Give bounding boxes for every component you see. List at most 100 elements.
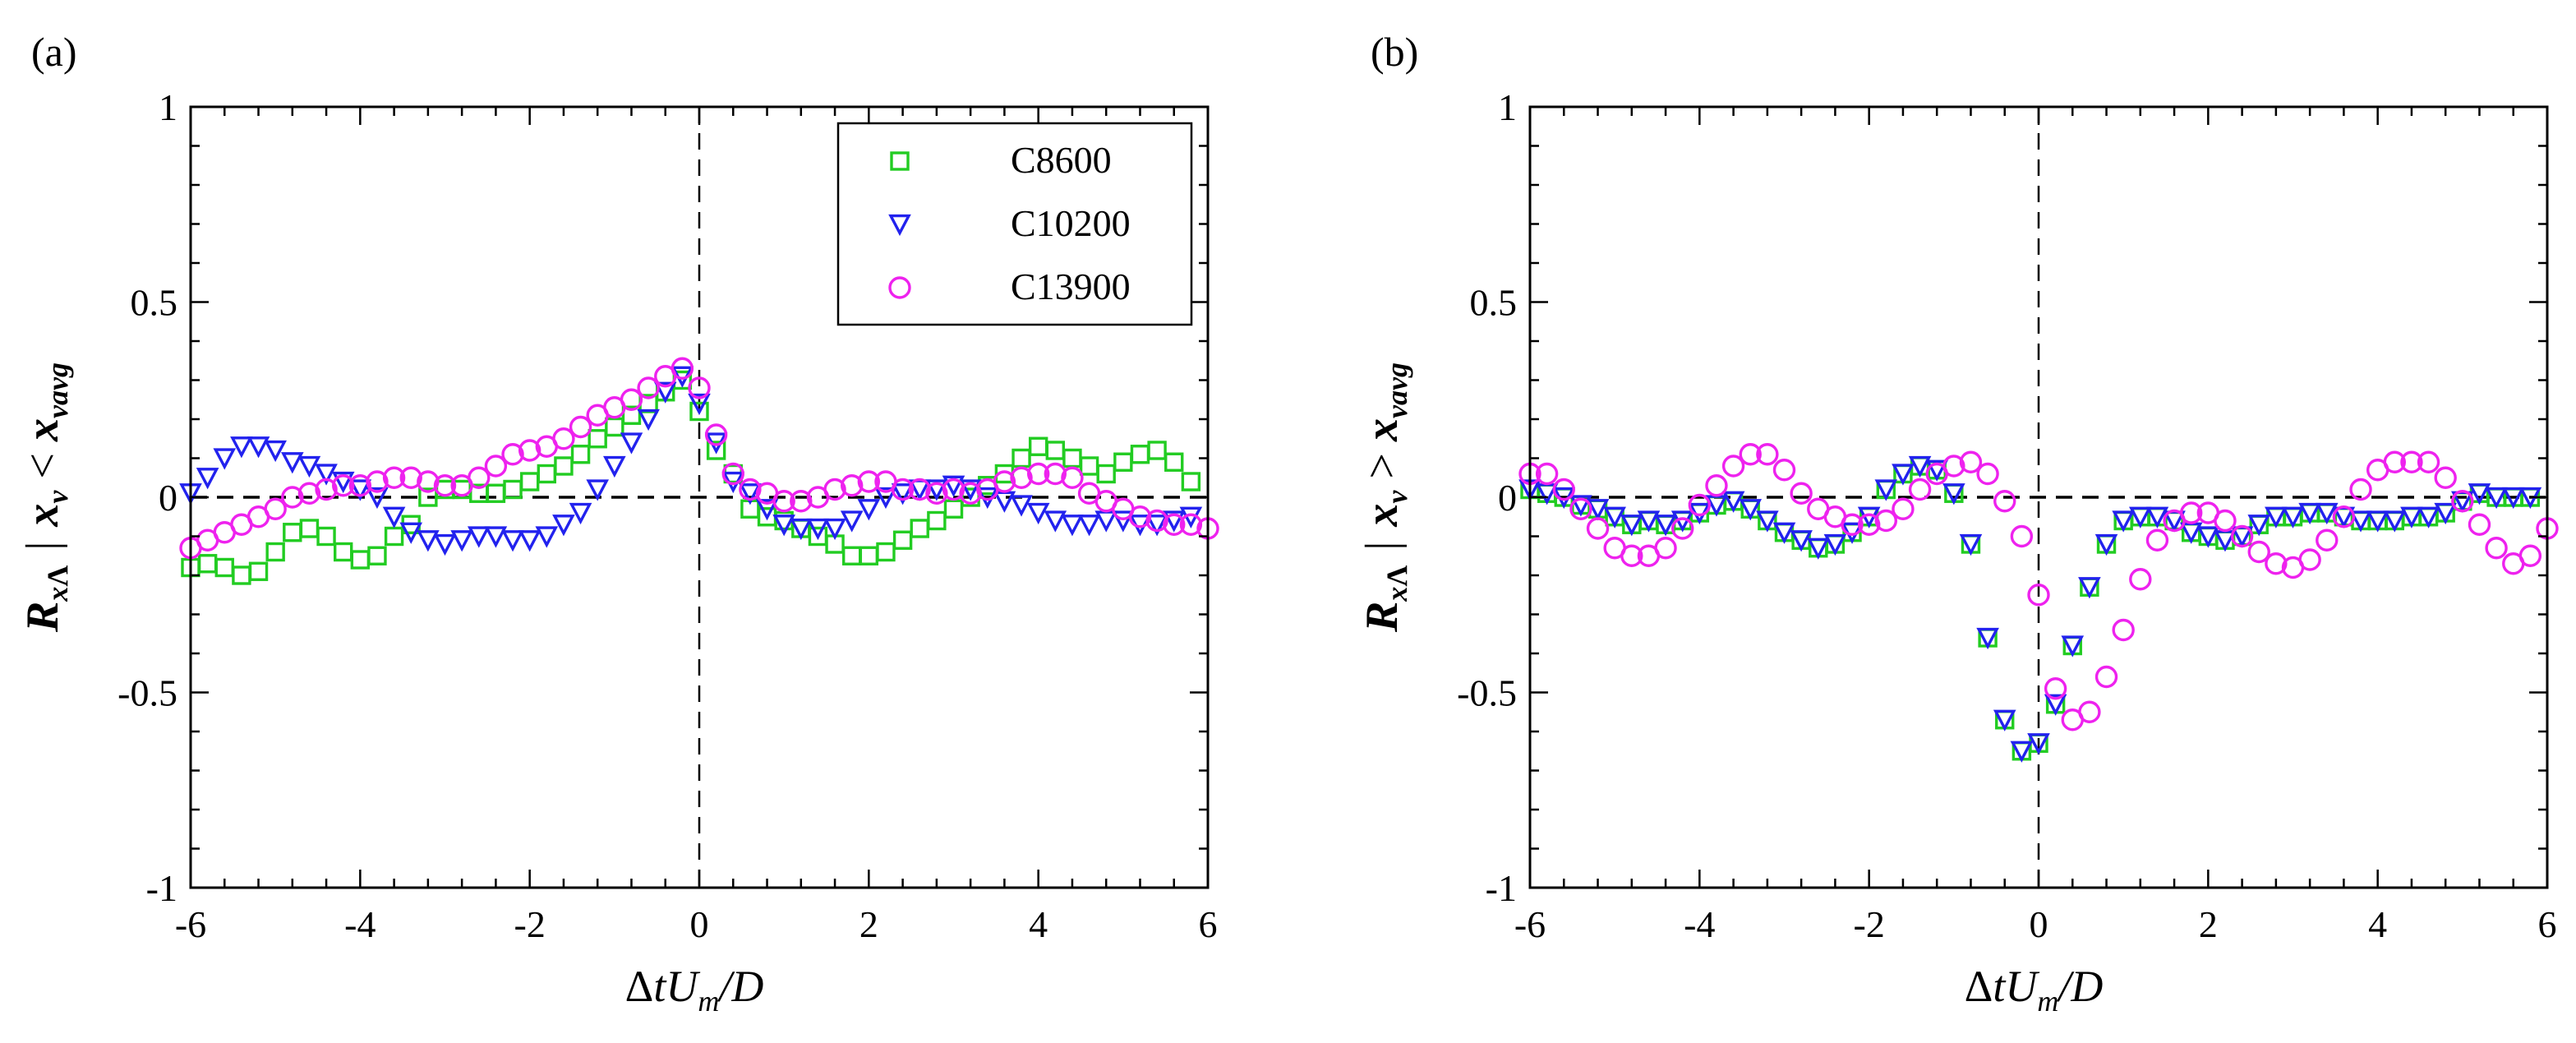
data-point-c13900 <box>1993 490 2016 513</box>
data-point-c13900 <box>484 455 508 478</box>
data-point-c10200 <box>2265 506 2288 528</box>
data-point-c13900 <box>993 470 1016 493</box>
data-point-c13900 <box>704 423 728 446</box>
legend-label-c13900: C13900 <box>1011 265 1131 307</box>
legend-marker-c8600 <box>890 151 910 171</box>
data-point-c13900 <box>823 478 846 501</box>
data-point-c10200 <box>1026 502 1050 525</box>
data-point-c10200 <box>2315 502 2339 525</box>
series-c8600 <box>181 370 1201 585</box>
data-point-c10200 <box>1586 499 1610 521</box>
data-point-c13900 <box>840 474 864 497</box>
data-point-c10200 <box>925 479 948 501</box>
data-point-c8600 <box>605 417 624 437</box>
x-tick-label: -6 <box>1514 903 1546 945</box>
x-tick-labels: -6 -4 -2 0 2 4 6 <box>175 903 1218 945</box>
data-point-c13900 <box>281 486 304 509</box>
data-point-c10200 <box>501 530 524 552</box>
data-point-c13900 <box>2129 568 2152 591</box>
data-point-c10200 <box>823 518 846 541</box>
data-point-c13900 <box>518 439 541 462</box>
y-tick-label: 1 <box>159 86 177 128</box>
data-point-c13900 <box>857 470 881 493</box>
data-point-c13900 <box>2316 528 2339 551</box>
data-point-c10200 <box>1892 464 1915 486</box>
x-tick-label: -4 <box>1684 903 1715 945</box>
data-point-c8600 <box>689 401 709 422</box>
x-label-tail: /D <box>2056 962 2103 1011</box>
data-point-c10200 <box>264 440 287 463</box>
data-point-c13900 <box>2485 537 2508 560</box>
data-point-c10200 <box>1112 510 1135 533</box>
x-tick-label: -2 <box>514 903 546 945</box>
x-tick-label: -4 <box>344 903 376 945</box>
data-point-c10200 <box>2349 510 2372 533</box>
panel-b: (b) -6 -4 -2 0 2 4 6 -1-0.500.51 ΔtUm/D RxΛ|xv… <box>1357 29 2559 1018</box>
data-point-c10200 <box>569 502 592 525</box>
data-point-c10200 <box>772 515 795 537</box>
data-point-c10200 <box>1908 455 1932 478</box>
data-point-c10200 <box>2434 502 2458 525</box>
data-point-c13900 <box>2298 548 2321 571</box>
data-point-c8600 <box>1181 472 1201 492</box>
data-point-c13900 <box>2044 677 2067 700</box>
data-point-c13900 <box>772 490 795 513</box>
data-point-c10200 <box>348 479 372 501</box>
data-point-c8600 <box>554 456 574 476</box>
data-point-c8600 <box>1164 452 1184 472</box>
data-point-c10200 <box>806 518 830 541</box>
y-label-xavg: x <box>17 418 68 442</box>
data-point-c10200 <box>1976 627 1999 650</box>
data-point-c8600 <box>316 526 336 547</box>
data-point-c13900 <box>1705 474 1728 497</box>
panel-label: (b) <box>1371 29 1418 75</box>
data-point-c10200 <box>280 452 304 474</box>
data-point-c13900 <box>721 462 744 486</box>
reference-lines <box>1530 107 2547 888</box>
y-label-sub-x: x <box>1380 587 1413 602</box>
data-point-c8600 <box>588 429 607 449</box>
data-point-c10200 <box>433 533 457 556</box>
data-point-c13900 <box>297 482 321 505</box>
panel-label: (a) <box>31 29 77 75</box>
x-label-delta: Δ <box>1965 962 1993 1011</box>
y-axis-label: RxΛ|xv<xvavg <box>17 362 74 633</box>
data-point-c10200 <box>467 526 491 548</box>
data-point-c13900 <box>1670 517 1694 540</box>
y-tick-labels: -1 -0.5 0 0.5 1 <box>1457 86 1517 909</box>
data-point-c13900 <box>925 482 948 505</box>
legend-label-c10200: C10200 <box>1011 202 1131 244</box>
x-tick-label: 4 <box>1029 903 1048 945</box>
y-tick-label: -1 <box>1486 867 1517 909</box>
data-point-c13900 <box>1010 466 1033 489</box>
data-point-c10200 <box>1061 515 1084 537</box>
data-point-c10200 <box>297 455 321 478</box>
data-point-c13900 <box>417 470 440 493</box>
data-point-c10200 <box>1044 510 1067 533</box>
data-point-c10200 <box>417 530 440 552</box>
data-point-c10200 <box>2400 506 2423 528</box>
data-point-c13900 <box>1756 443 1779 466</box>
data-point-c10200 <box>840 510 864 533</box>
x-label-sub-m: m <box>2037 985 2058 1018</box>
data-point-c10200 <box>1569 495 1592 517</box>
data-point-c8600 <box>706 441 726 460</box>
data-point-c13900 <box>1976 462 1999 486</box>
data-point-c13900 <box>366 470 389 493</box>
data-point-c10200 <box>1603 506 1626 528</box>
y-label-sub-vavg: vavg <box>41 362 74 418</box>
data-point-c13900 <box>688 376 711 399</box>
data-point-c10200 <box>739 483 762 505</box>
data-point-c10200 <box>2417 506 2440 528</box>
data-point-c13900 <box>1739 443 1762 466</box>
data-point-c13900 <box>1942 455 1965 478</box>
data-markers <box>179 357 1219 585</box>
data-point-c10200 <box>2281 506 2305 528</box>
y-label-operator: > <box>1357 453 1408 479</box>
data-point-c8600 <box>265 542 285 562</box>
data-point-c13900 <box>1535 462 1559 486</box>
data-point-c13900 <box>908 478 931 501</box>
data-point-c10200 <box>366 487 389 510</box>
data-point-c10200 <box>1654 515 1677 537</box>
y-label-sub-lambda: Λ <box>1380 565 1413 587</box>
